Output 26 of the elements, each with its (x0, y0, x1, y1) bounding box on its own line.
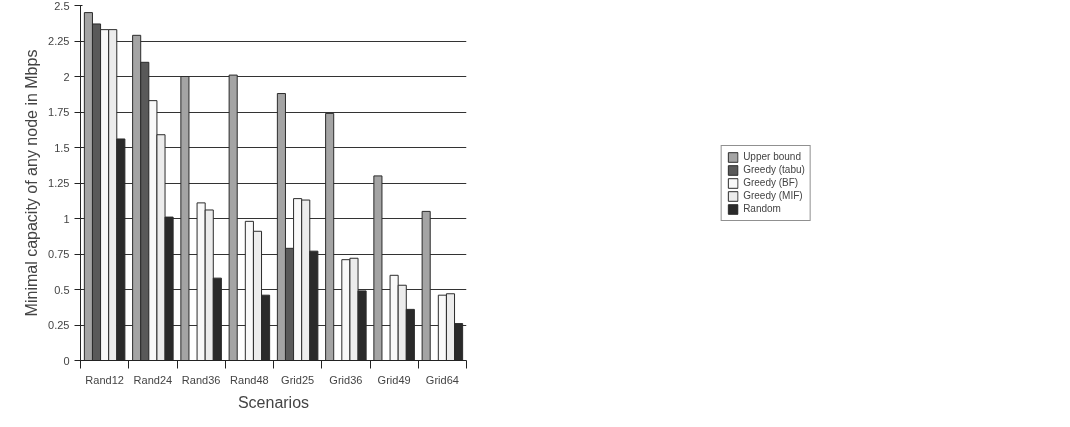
legend-label: Greedy (MIF) (743, 189, 803, 202)
x-tick-label: Grid25 (281, 373, 315, 386)
x-axis-title: Scenarios (237, 393, 310, 411)
y-tick-label: 1.25 (48, 177, 70, 189)
y-tick-label: 1.75 (48, 106, 70, 118)
x-tick-label: Grid36 (329, 373, 363, 386)
y-tick-label: 1 (63, 212, 70, 225)
legend-label: Greedy (tabu) (743, 163, 805, 176)
y-axis-title: Minimal capacity of any node in Mbps (23, 49, 41, 317)
x-tick-label: Rand36 (181, 373, 221, 386)
legend-label: Random (743, 202, 781, 215)
y-tick-label: 0.5 (54, 283, 70, 296)
legend-label: Greedy (BF) (743, 176, 799, 189)
x-tick-label: Grid49 (377, 373, 411, 386)
y-tick-label: 1.5 (54, 141, 70, 154)
x-tick-label: Rand12 (85, 373, 124, 386)
y-tick-label: 2.5 (54, 0, 70, 12)
y-tick-label: 2.25 (48, 35, 70, 47)
y-tick-label: 2 (63, 70, 70, 83)
y-tick-label: 0.75 (48, 248, 70, 260)
x-tick-label: Grid64 (425, 373, 459, 386)
x-tick-label: Rand48 (230, 373, 269, 386)
y-tick-label: 0 (63, 354, 70, 367)
x-tick-label: Rand24 (133, 373, 173, 386)
legend-label: Upper bound (743, 150, 801, 163)
y-tick-label: 0.25 (48, 319, 70, 331)
